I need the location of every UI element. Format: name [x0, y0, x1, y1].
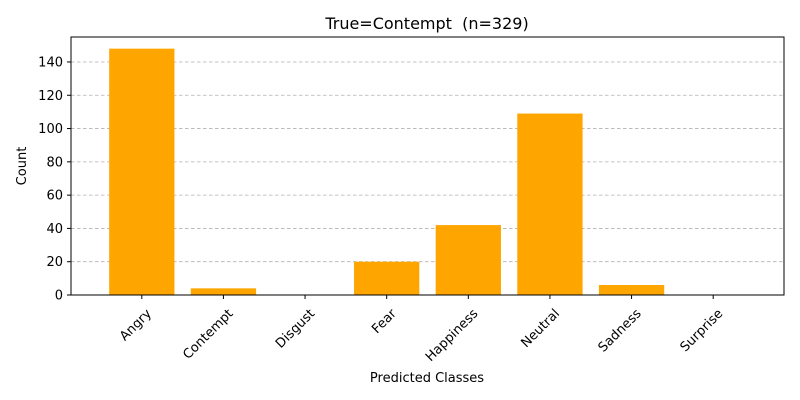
x-tick-label: Happiness [423, 306, 482, 365]
y-tick-label: 80 [46, 155, 63, 170]
chart-title: True=Contempt (n=329) [324, 14, 528, 33]
bar-neutral [517, 113, 583, 295]
x-tick-label: Contempt [180, 306, 236, 362]
bar-fear [354, 261, 420, 295]
x-ticks: Angry Contempt Disgust Fear Happiness Neutral… [117, 295, 726, 365]
y-axis-label: Count [15, 147, 30, 186]
x-tick-label: Angry [117, 306, 155, 344]
x-tick-label: Surprise [678, 306, 727, 355]
x-tick-label: Fear [369, 306, 400, 337]
bar-angry [109, 48, 175, 295]
bar-happiness [435, 225, 501, 295]
y-tick-label: 20 [46, 255, 63, 270]
x-tick-label: Disgust [273, 306, 318, 351]
y-tick-label: 40 [46, 222, 63, 237]
y-tick-label: 100 [38, 122, 63, 137]
y-tick-label: 120 [38, 89, 63, 104]
y-tick-label: 0 [55, 289, 63, 304]
y-ticks: 0 20 40 60 80 100 120 140 [38, 55, 71, 304]
x-axis-label: Predicted Classes [370, 371, 484, 386]
x-tick-label: Neutral [518, 306, 563, 351]
bar-contempt [190, 288, 257, 295]
plot-frame [70, 36, 785, 296]
y-tick-label: 140 [38, 55, 63, 70]
bar-sadness [598, 285, 665, 295]
x-tick-label: Sadness [596, 306, 645, 355]
y-tick-label: 60 [46, 189, 63, 204]
grid-lines [71, 61, 784, 296]
bars [109, 48, 665, 295]
